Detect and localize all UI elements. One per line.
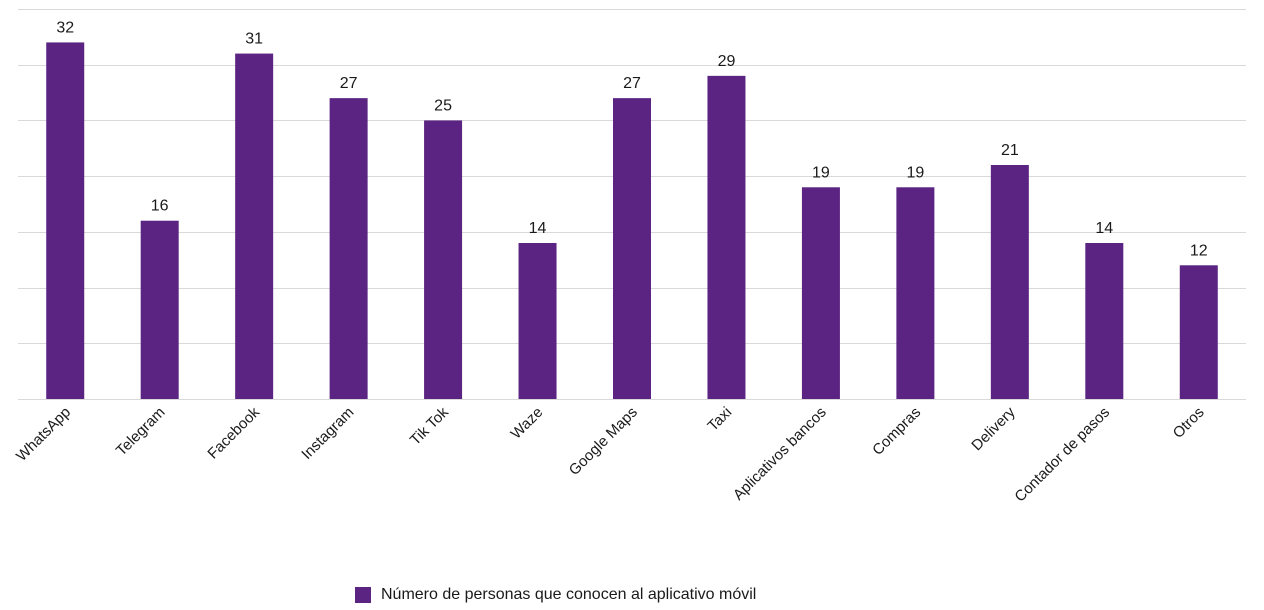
- bar-google-maps: [613, 98, 651, 400]
- data-label: 27: [623, 75, 641, 92]
- data-label: 14: [1095, 220, 1113, 237]
- x-tick-label: Delivery: [968, 403, 1019, 454]
- x-tick-labels: WhatsApp Telegram Facebook Instagram Tik Tok…: [13, 403, 1207, 505]
- data-label: 12: [1190, 242, 1208, 259]
- data-label: 16: [151, 198, 169, 215]
- data-label: 14: [529, 220, 547, 237]
- bar-otros: [1179, 265, 1218, 399]
- x-tick-label: Aplicativos bancos: [730, 404, 830, 504]
- x-tick-label: Instagram: [298, 404, 357, 463]
- bar-chart: 32 16 31 27 25 14 27 29 19 19 21 14 12 WhatsApp Teleg…: [13, 9, 1246, 505]
- legend-label: Número de personas que conocen al aplica…: [381, 586, 757, 603]
- x-tick-label: Contador de pasos: [1011, 404, 1113, 506]
- bar-aplicativos-bancos: [801, 187, 840, 399]
- data-label: 27: [340, 75, 358, 92]
- data-labels: 32 16 31 27 25 14 27 29 19 19 21 14 12: [56, 19, 1207, 259]
- x-tick-label: Google Maps: [566, 404, 641, 479]
- data-label: 19: [906, 164, 924, 181]
- bar-compras: [896, 187, 935, 399]
- bar-facebook: [235, 53, 274, 399]
- bar-tik-tok: [424, 120, 463, 399]
- bars: [46, 42, 1218, 400]
- bar-waze: [518, 243, 557, 399]
- x-tick-label: Facebook: [204, 403, 263, 462]
- data-label: 31: [245, 31, 263, 48]
- bar-whatsapp: [46, 42, 85, 400]
- x-tick-label: WhatsApp: [13, 404, 74, 465]
- legend: Número de personas que conocen al aplica…: [355, 586, 756, 604]
- x-tick-label: Tik Tok: [407, 403, 452, 448]
- x-tick-label: Waze: [508, 404, 547, 443]
- x-tick-label: Compras: [869, 404, 924, 459]
- legend-swatch: [355, 587, 371, 603]
- x-tick-label: Taxi: [704, 404, 735, 435]
- data-label: 19: [812, 164, 830, 181]
- data-label: 25: [434, 97, 452, 114]
- x-tick-label: Telegram: [113, 404, 169, 460]
- bar-delivery: [990, 165, 1029, 399]
- bar-instagram: [329, 98, 368, 400]
- bar-telegram: [140, 220, 179, 399]
- bar-contador-de-pasos: [1085, 243, 1124, 399]
- data-label: 21: [1001, 142, 1019, 159]
- x-tick-label: Otros: [1170, 404, 1208, 442]
- data-label: 29: [718, 53, 736, 70]
- bar-taxi: [707, 75, 746, 399]
- data-label: 32: [56, 19, 74, 36]
